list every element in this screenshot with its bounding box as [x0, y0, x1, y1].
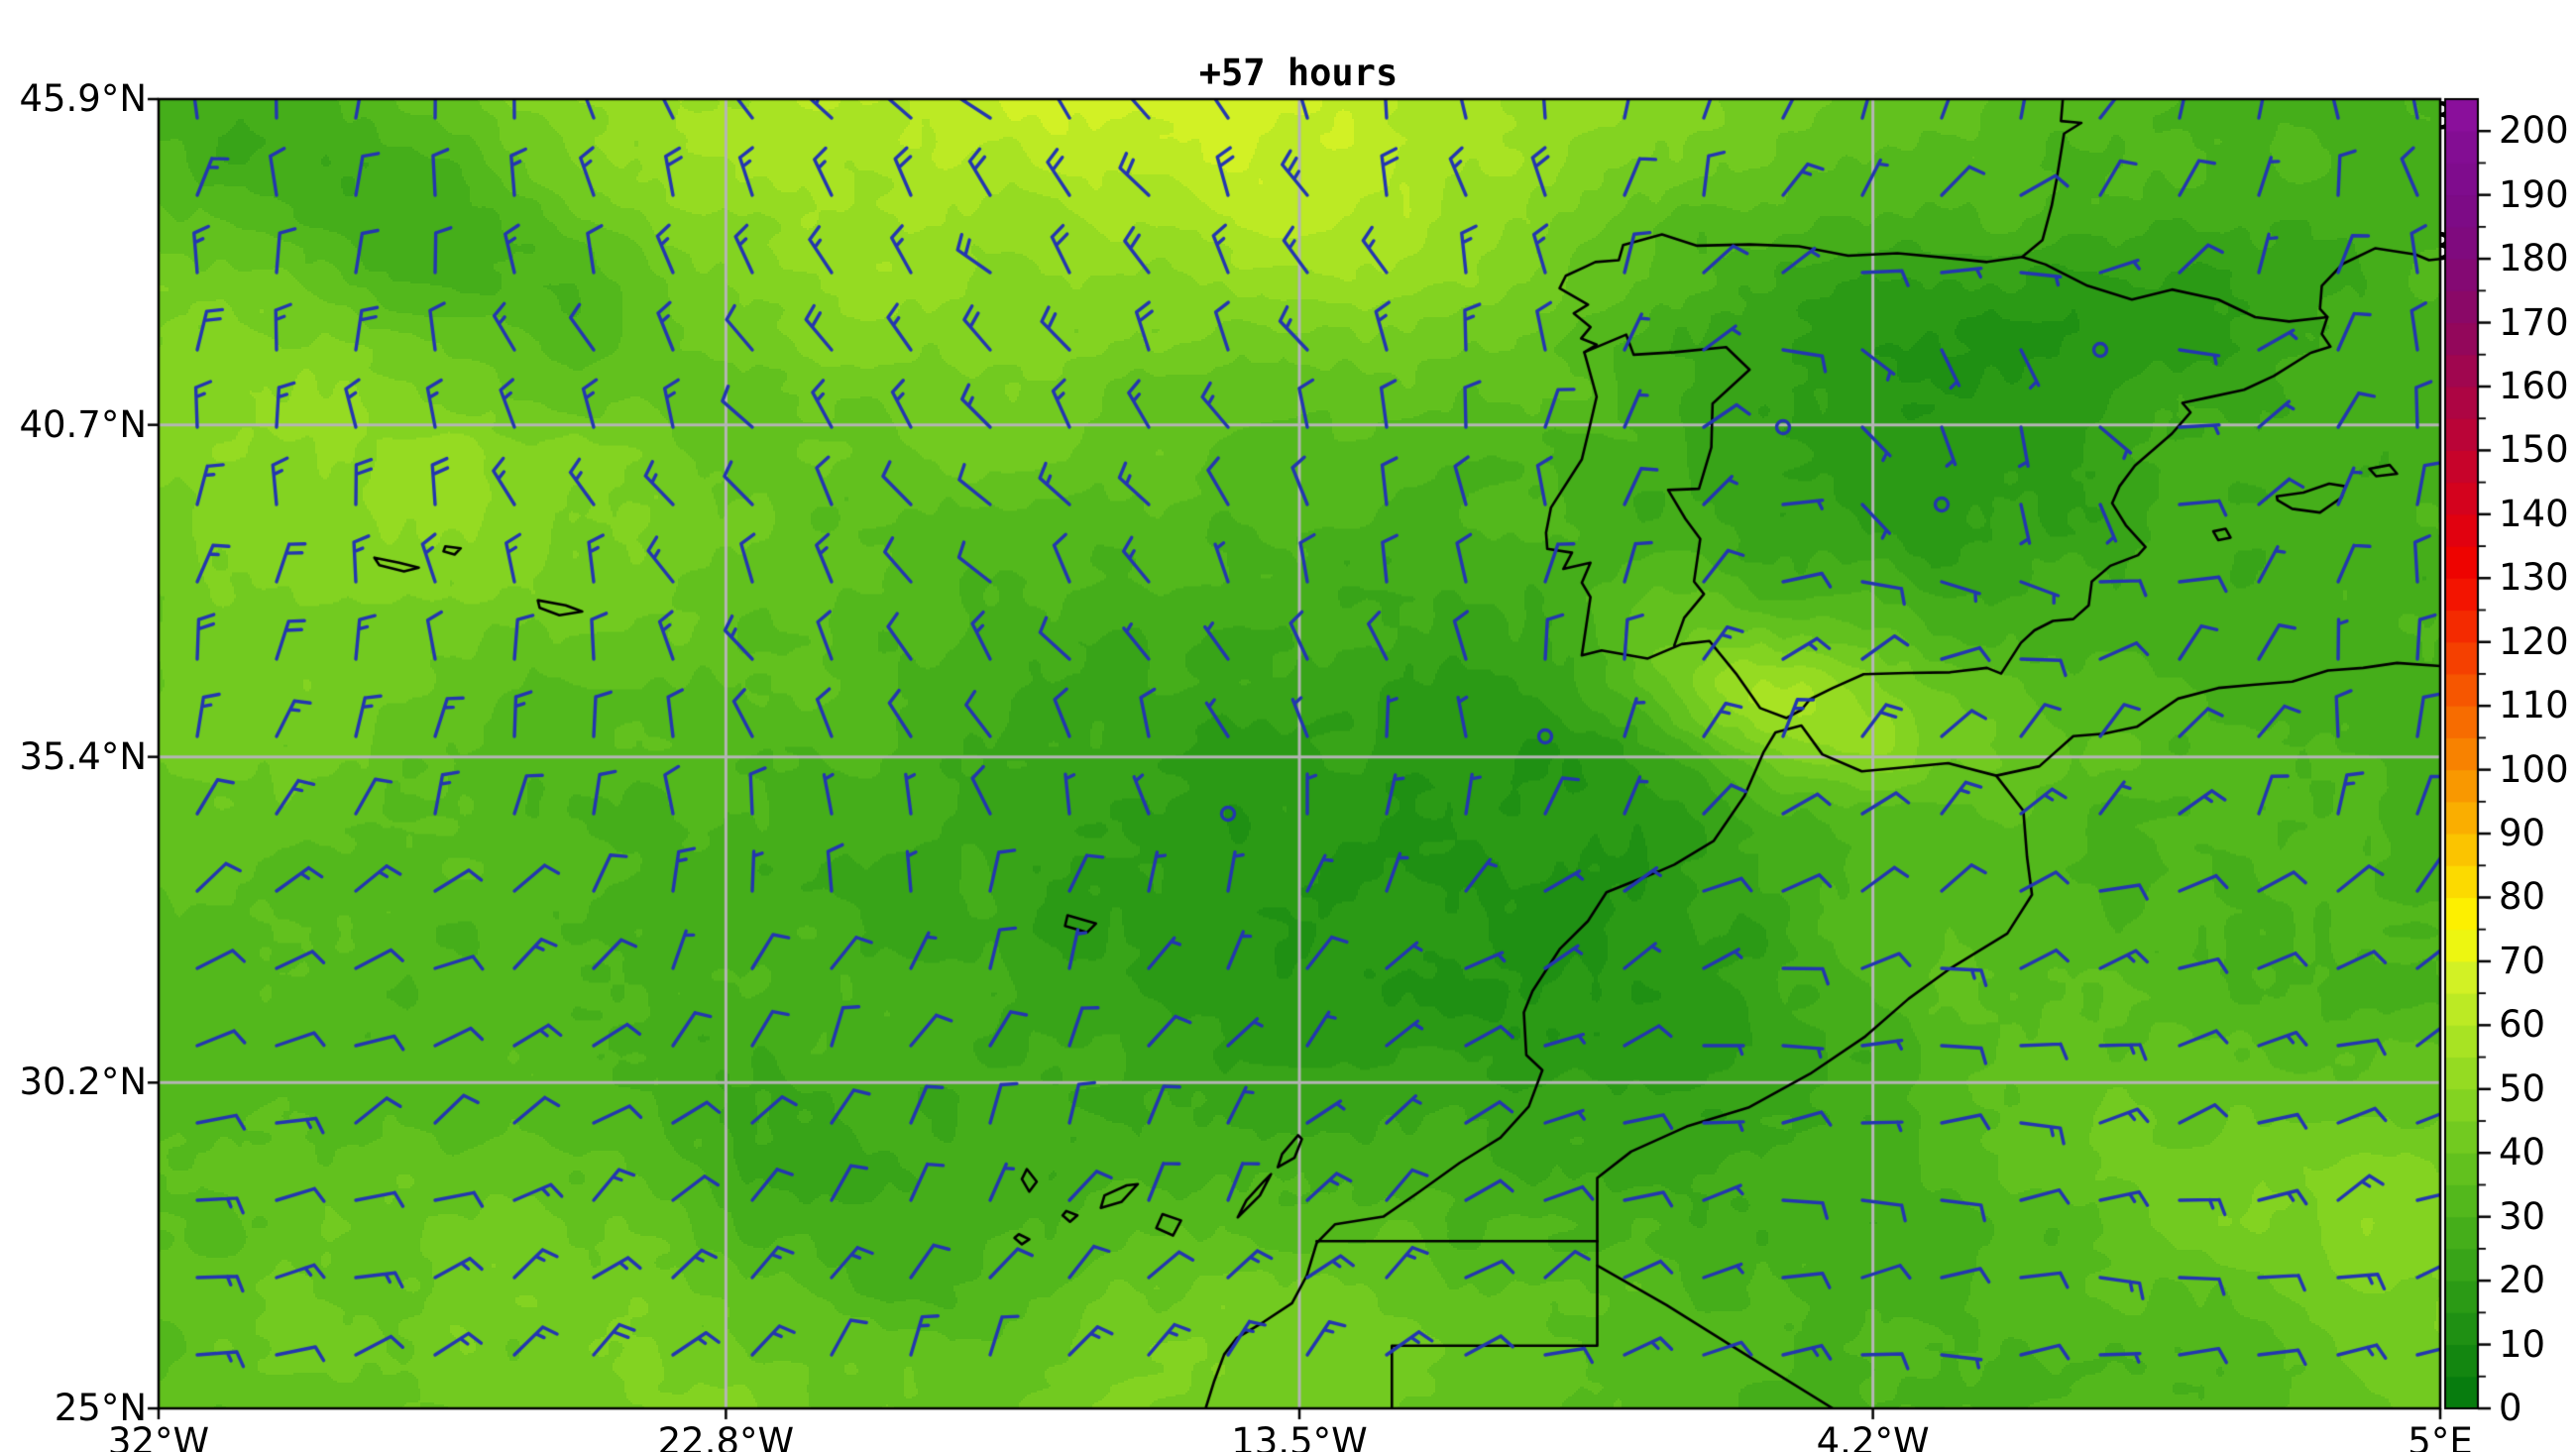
- colorbar-tick-label: 170: [2499, 300, 2569, 344]
- colorbar-tick-label: 30: [2499, 1194, 2546, 1238]
- colorbar-tick-label: 90: [2499, 812, 2546, 855]
- colorbar-tick-label: 120: [2499, 619, 2569, 663]
- colorbar-tick-label: 110: [2499, 684, 2569, 727]
- colorbar-tick-label: 10: [2499, 1322, 2546, 1366]
- x-tick-label: 4.2°W: [1816, 1420, 1930, 1452]
- colorbar-tick-label: 190: [2499, 172, 2569, 216]
- colorbar-tick-label: 100: [2499, 747, 2569, 791]
- colorbar-tick-label: 0: [2499, 1387, 2522, 1429]
- y-tick-label: 30.2°N: [19, 1061, 147, 1104]
- x-tick-label: 32°W: [107, 1420, 210, 1452]
- colorbar-tick-label: 150: [2499, 428, 2569, 472]
- colorbar-tick-label: 140: [2499, 492, 2569, 535]
- colorbar-tick-label: 80: [2499, 875, 2546, 919]
- y-tick-label: 45.9°N: [19, 77, 147, 120]
- colorbar-tick-label: 70: [2499, 939, 2546, 982]
- colorbar-tick-label: 20: [2499, 1259, 2546, 1302]
- colorbar-tick-label: 60: [2499, 1003, 2546, 1047]
- colorbar-tick-label: 40: [2499, 1131, 2546, 1174]
- y-tick-label: 25°N: [54, 1387, 147, 1429]
- colorbar-tick-label: 180: [2499, 237, 2569, 280]
- colorbar-tick-label: 130: [2499, 556, 2569, 600]
- x-tick-label: 5°E: [2408, 1420, 2473, 1452]
- y-tick-label: 40.7°N: [19, 402, 147, 446]
- x-tick-label: 13.5°W: [1231, 1420, 1368, 1452]
- colorbar-tick-label: 160: [2499, 364, 2569, 407]
- colorbar-tick-label: 200: [2499, 109, 2569, 153]
- colorbar-tick-label: 50: [2499, 1066, 2546, 1110]
- x-tick-label: 22.8°W: [657, 1420, 795, 1452]
- y-tick-label: 35.4°N: [19, 734, 147, 778]
